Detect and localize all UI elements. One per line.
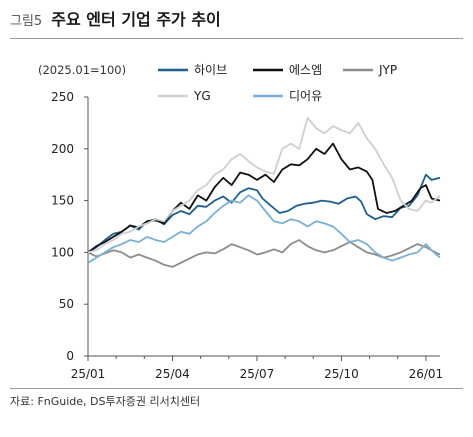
y-tick-label: 100 [51,245,74,259]
x-tick-label: 25/07 [240,367,275,381]
series-line-3 [87,239,441,268]
figure-number: 그림5 [10,14,43,29]
y-tick-label: 150 [51,194,74,208]
source-note: 자료: FnGuide, DS투자증권 리서치센터 [10,395,201,408]
x-tick-label: 26/01 [409,367,444,381]
figure-title: 그림5 주요 엔터 기업 주가 추이 [10,6,221,30]
legend-label-4: YG [193,89,211,103]
series-line-4 [87,116,441,254]
source-divider [10,388,463,389]
chart-legend: 하이브 에스엠 JYP YG 디어유 [158,63,397,103]
y-tick-label: 50 [59,297,74,311]
y-axis-unit-label: (2025.01=100) [38,63,126,77]
title-divider [10,38,463,39]
legend-label-3: JYP [378,63,397,77]
series-lines [87,116,441,268]
y-tick-label: 200 [51,142,74,156]
y-tick-label: 0 [66,349,74,363]
series-line-5 [87,194,441,264]
x-tick-label: 25/01 [71,367,106,381]
figure-title-text: 주요 엔터 기업 주가 추이 [51,10,221,29]
legend-label-1: 하이브 [194,63,227,77]
series-line-2 [87,142,441,254]
y-tick-label: 250 [51,90,74,104]
y-axis: 0 50 100 150 200 250 [51,90,89,363]
legend-label-5: 디어유 [289,89,322,103]
x-tick-label: 25/10 [324,367,359,381]
x-axis: 25/01 25/04 25/07 25/10 26/01 [71,355,444,381]
legend-label-2: 에스엠 [289,63,322,77]
x-tick-label: 25/04 [155,367,190,381]
